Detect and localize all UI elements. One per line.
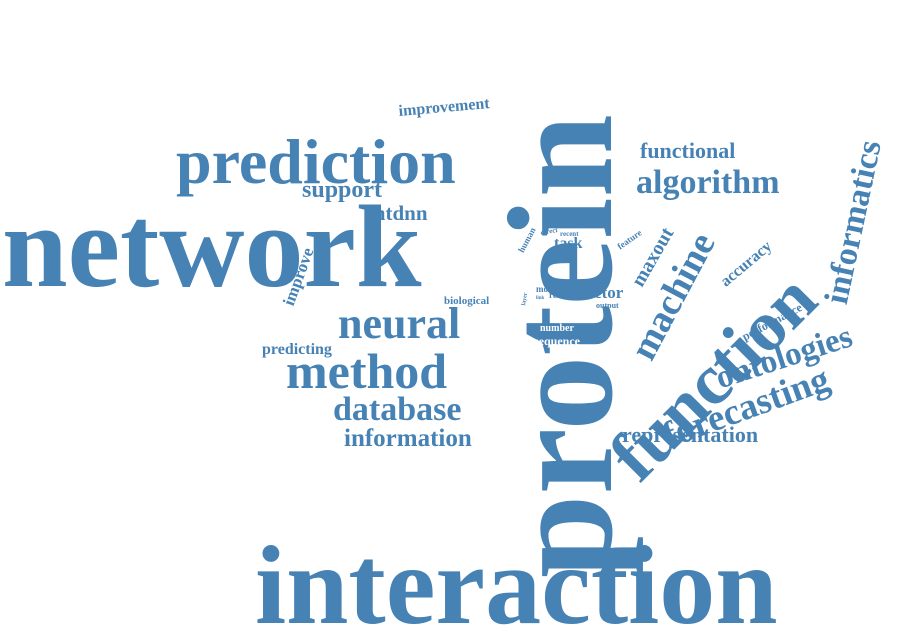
word-information: information: [344, 425, 472, 452]
word-support: support: [302, 177, 383, 203]
word-representation: representation: [622, 422, 759, 447]
word-output: output: [596, 301, 619, 310]
word-informatics: informatics: [818, 137, 889, 308]
word-prediction: prediction: [176, 126, 456, 197]
word-sequence: sequence: [534, 334, 580, 348]
word-task: task: [554, 235, 583, 252]
word-link: link: [536, 296, 545, 301]
word-biological: biological: [444, 295, 490, 307]
word-neural: neural: [338, 299, 461, 348]
word-vector: vector: [578, 283, 624, 302]
word-mtdnn: mtdnn: [368, 201, 428, 225]
word-algorithm: algorithm: [636, 164, 780, 201]
word-method: method: [286, 343, 448, 399]
word-predicting: predicting: [262, 341, 332, 358]
word-term: term: [560, 283, 573, 289]
word-more: more: [536, 284, 556, 294]
word-recent: recent: [560, 230, 579, 238]
word-improvement: improvement: [397, 95, 491, 120]
word-functional: functional: [640, 138, 736, 163]
word-network: network: [2, 181, 422, 312]
word-database: database: [333, 391, 462, 428]
word-number: number: [540, 323, 574, 334]
word-result: result: [549, 290, 571, 300]
word-interaction: interaction: [255, 524, 778, 637]
